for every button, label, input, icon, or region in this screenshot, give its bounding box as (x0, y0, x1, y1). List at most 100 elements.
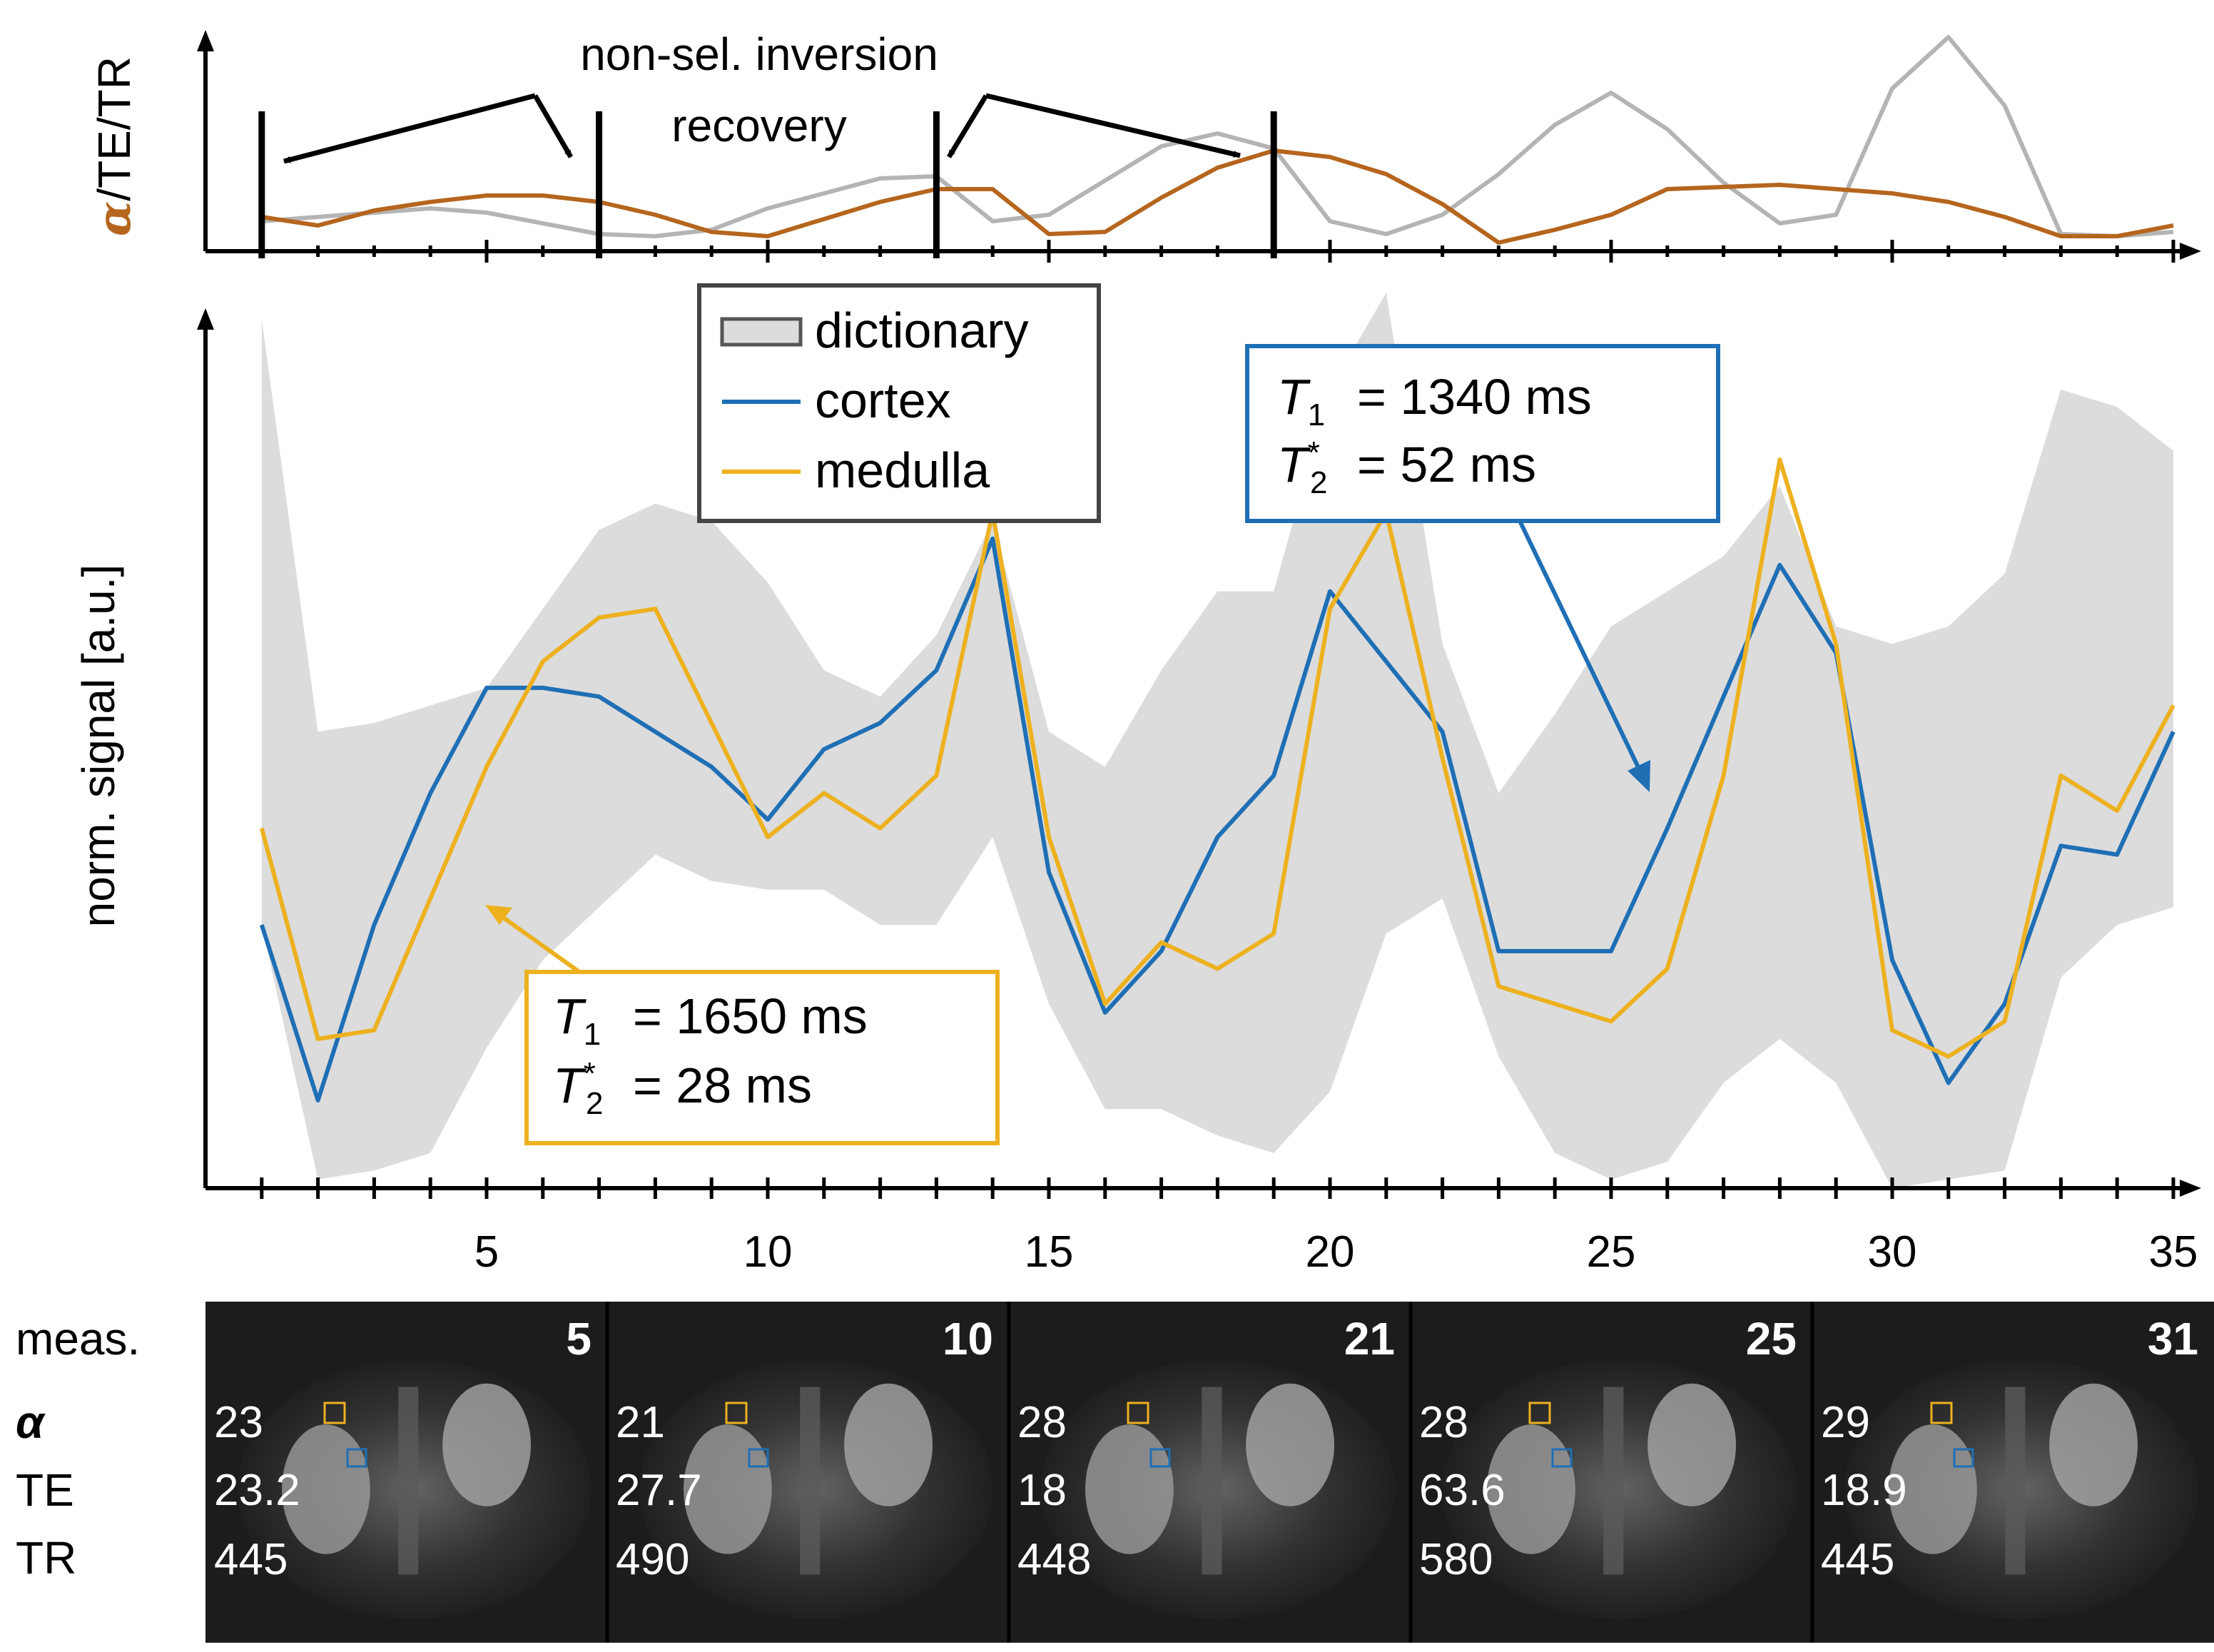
scan-spine (2005, 1387, 2026, 1575)
main-x-tick-label-30: 30 (1868, 1227, 1917, 1277)
scan-kidney-left (2049, 1383, 2138, 1506)
scan-panels: 5 23 23.2 445 10 21 27.7 490 21 28 18 448 25 28 63.6 58… (205, 1302, 2214, 1643)
sequence-parameter-plot: α/TE/TR non-sel. inversion recovery (88, 29, 2201, 263)
row-label-meas: meas. (16, 1313, 140, 1364)
main-x-tick-label-20: 20 (1306, 1227, 1355, 1277)
scan-panel-alpha: 28 (1017, 1398, 1067, 1447)
cortex-t2-symbol: T (1277, 437, 1311, 492)
legend-label-medulla: medulla (815, 442, 990, 498)
main-x-tick-label-10: 10 (743, 1227, 793, 1277)
medulla-t1-value: = 1650 ms (633, 988, 868, 1044)
roi-cortex (1551, 1448, 1573, 1468)
medulla-t2-symbol: T (553, 1058, 586, 1113)
legend-swatch-dictionary (720, 317, 803, 347)
cortex-t1-subscript: 1 (1308, 397, 1325, 432)
main-x-tick-label-25: 25 (1587, 1227, 1636, 1277)
roi-cortex (748, 1448, 769, 1468)
top-y-label-rest: /TE/TR (88, 56, 140, 201)
scan-panel-meas: 31 (2148, 1313, 2198, 1364)
roi-medulla (1528, 1402, 1551, 1424)
medulla-annotation-box (524, 970, 1000, 1145)
main-y-axis-arrowhead (197, 308, 214, 330)
top-x-ticks (260, 240, 2175, 263)
scan-panel-alpha: 21 (616, 1398, 665, 1447)
signal-plot: 5 10 15 20 25 30 35 norm. signal [a.u.] dictio… (73, 283, 2201, 1277)
scan-panel-tr: 445 (214, 1535, 288, 1584)
scan-spine (1603, 1387, 1624, 1575)
annotation-arrow-1 (283, 93, 536, 164)
scan-panel-25: 25 28 63.6 580 (1408, 1302, 1812, 1643)
annotation-arrow-2 (532, 94, 574, 158)
medulla-t1-text: T1 = 1650 ms (553, 988, 868, 1052)
scan-panel-5: 5 23 23.2 445 (205, 1302, 607, 1643)
main-x-axis-arrowhead (2180, 1180, 2201, 1197)
scan-panel-31: 31 29 18.9 445 (1810, 1302, 2214, 1643)
main-y-label: norm. signal [a.u.] (73, 564, 124, 928)
scan-kidney-left (844, 1383, 933, 1506)
scan-panel-meas: 10 (943, 1313, 993, 1364)
top-x-axis-arrowhead (2180, 243, 2201, 260)
cortex-t1-symbol: T (1277, 369, 1311, 425)
row-label-te: TE (16, 1464, 74, 1516)
scan-panel-alpha: 29 (1821, 1398, 1870, 1447)
cortex-t1-value: = 1340 ms (1357, 369, 1592, 425)
cortex-annotation-box (1245, 344, 1720, 523)
roi-medulla (725, 1402, 748, 1424)
scan-kidney-right (1085, 1424, 1174, 1554)
main-x-ticks (260, 1177, 2175, 1199)
medulla-t1-subscript: 1 (584, 1017, 601, 1052)
top-y-label: α/TE/TR (88, 56, 141, 236)
roi-medulla (323, 1402, 346, 1424)
scan-panel-alpha: 23 (214, 1398, 263, 1447)
roi-medulla (1930, 1402, 1953, 1424)
medulla-annotation-arrowhead (485, 905, 512, 925)
top-y-axis-arrowhead (197, 30, 214, 51)
medulla-t2-subscript: 2 (586, 1086, 603, 1121)
annotation-arrow-3 (947, 94, 988, 158)
medulla-annotation: T1 = 1650 ms T* 2 = 28 ms (485, 905, 1000, 1145)
dictionary-band (261, 293, 2173, 1188)
scan-spine (1202, 1387, 1222, 1575)
medulla-t2-value: = 28 ms (633, 1058, 812, 1113)
cortex-line (259, 536, 2175, 1103)
medulla-t2-superscript: * (584, 1056, 596, 1091)
scan-panel-te: 18 (1017, 1466, 1067, 1515)
scan-panel-meas: 25 (1746, 1313, 1797, 1364)
medulla-t2-text: T* 2 = 28 ms (553, 1056, 812, 1121)
top-series-line-tetr (261, 35, 2174, 238)
scan-panel-te: 18.9 (1821, 1466, 1907, 1515)
roi-cortex (1149, 1448, 1171, 1468)
main-x-tick-labels: 5 10 15 20 25 30 35 (474, 1227, 2198, 1277)
annotation-arrow-4 (985, 93, 1241, 158)
roi-cortex (346, 1448, 367, 1468)
sequence-series-group (261, 35, 2174, 245)
image-strip: meas. α TE TR 52323.2445102127.749021281… (16, 1302, 2214, 1643)
scan-panel-10: 10 21 27.7 490 (605, 1302, 1009, 1643)
scan-panel-meas: 5 (566, 1313, 591, 1364)
scan-kidney-left (1246, 1383, 1335, 1506)
scan-panel-tr: 490 (616, 1535, 689, 1584)
top-series-line-alpha (261, 148, 2174, 245)
medulla-annotation-arrow (498, 913, 581, 974)
scan-panel-te: 63.6 (1419, 1466, 1505, 1515)
scan-panel-21: 21 28 18 448 (1007, 1302, 1411, 1643)
top-y-label-alpha: α (88, 201, 141, 236)
legend: dictionary cortex medulla (697, 283, 1101, 523)
scan-panel-tr: 445 (1821, 1535, 1894, 1584)
row-label-alpha: α (16, 1397, 46, 1448)
scan-panel-te: 27.7 (616, 1466, 702, 1515)
scan-kidney-left (442, 1383, 532, 1506)
cortex-t2-value: = 52 ms (1357, 437, 1536, 492)
cortex-t2-superscript: * (1308, 435, 1320, 470)
annotation-inversion-line2: recovery (671, 100, 846, 151)
medulla-t1-symbol: T (553, 988, 586, 1044)
scan-panel-tr: 580 (1419, 1535, 1493, 1584)
main-x-tick-label-5: 5 (474, 1227, 499, 1277)
scan-panel-meas: 21 (1344, 1313, 1395, 1364)
cortex-annotation-arrowhead (1628, 760, 1650, 792)
main-x-tick-label-15: 15 (1025, 1227, 1074, 1277)
cortex-t2-text: T* 2 = 52 ms (1277, 435, 1536, 500)
roi-cortex (1953, 1448, 1974, 1468)
